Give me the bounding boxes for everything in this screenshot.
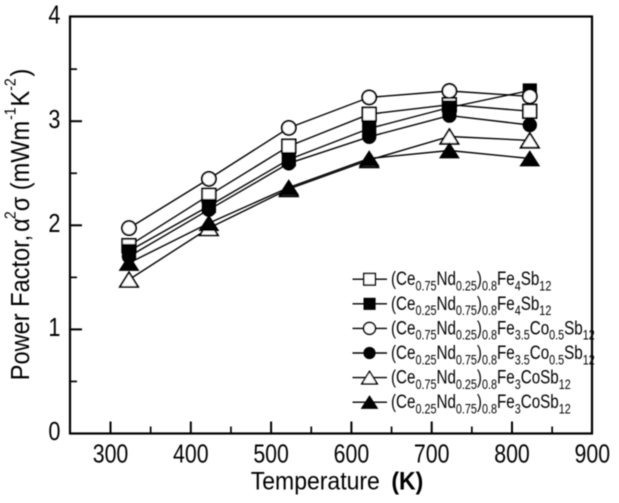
svg-text:(Ce0.75Nd0.25)0.8Fe3CoSb12: (Ce0.75Nd0.25)0.8Fe3CoSb12 xyxy=(391,366,571,392)
svg-text:800: 800 xyxy=(494,440,530,470)
svg-text:2: 2 xyxy=(48,210,60,238)
svg-text:Temperature (K): Temperature (K) xyxy=(251,467,424,495)
svg-text:600: 600 xyxy=(334,440,370,470)
svg-text:1: 1 xyxy=(48,314,60,342)
svg-text:0: 0 xyxy=(48,419,60,447)
svg-text:500: 500 xyxy=(253,440,289,470)
svg-text:300: 300 xyxy=(93,440,129,470)
svg-text:(Ce0.25Nd0.75)0.8Fe3CoSb12: (Ce0.25Nd0.75)0.8Fe3CoSb12 xyxy=(391,391,571,417)
svg-text:400: 400 xyxy=(173,440,209,470)
svg-text:700: 700 xyxy=(414,440,450,470)
svg-text:3: 3 xyxy=(48,106,60,134)
svg-text:4: 4 xyxy=(48,2,60,30)
svg-text:900: 900 xyxy=(575,440,611,470)
